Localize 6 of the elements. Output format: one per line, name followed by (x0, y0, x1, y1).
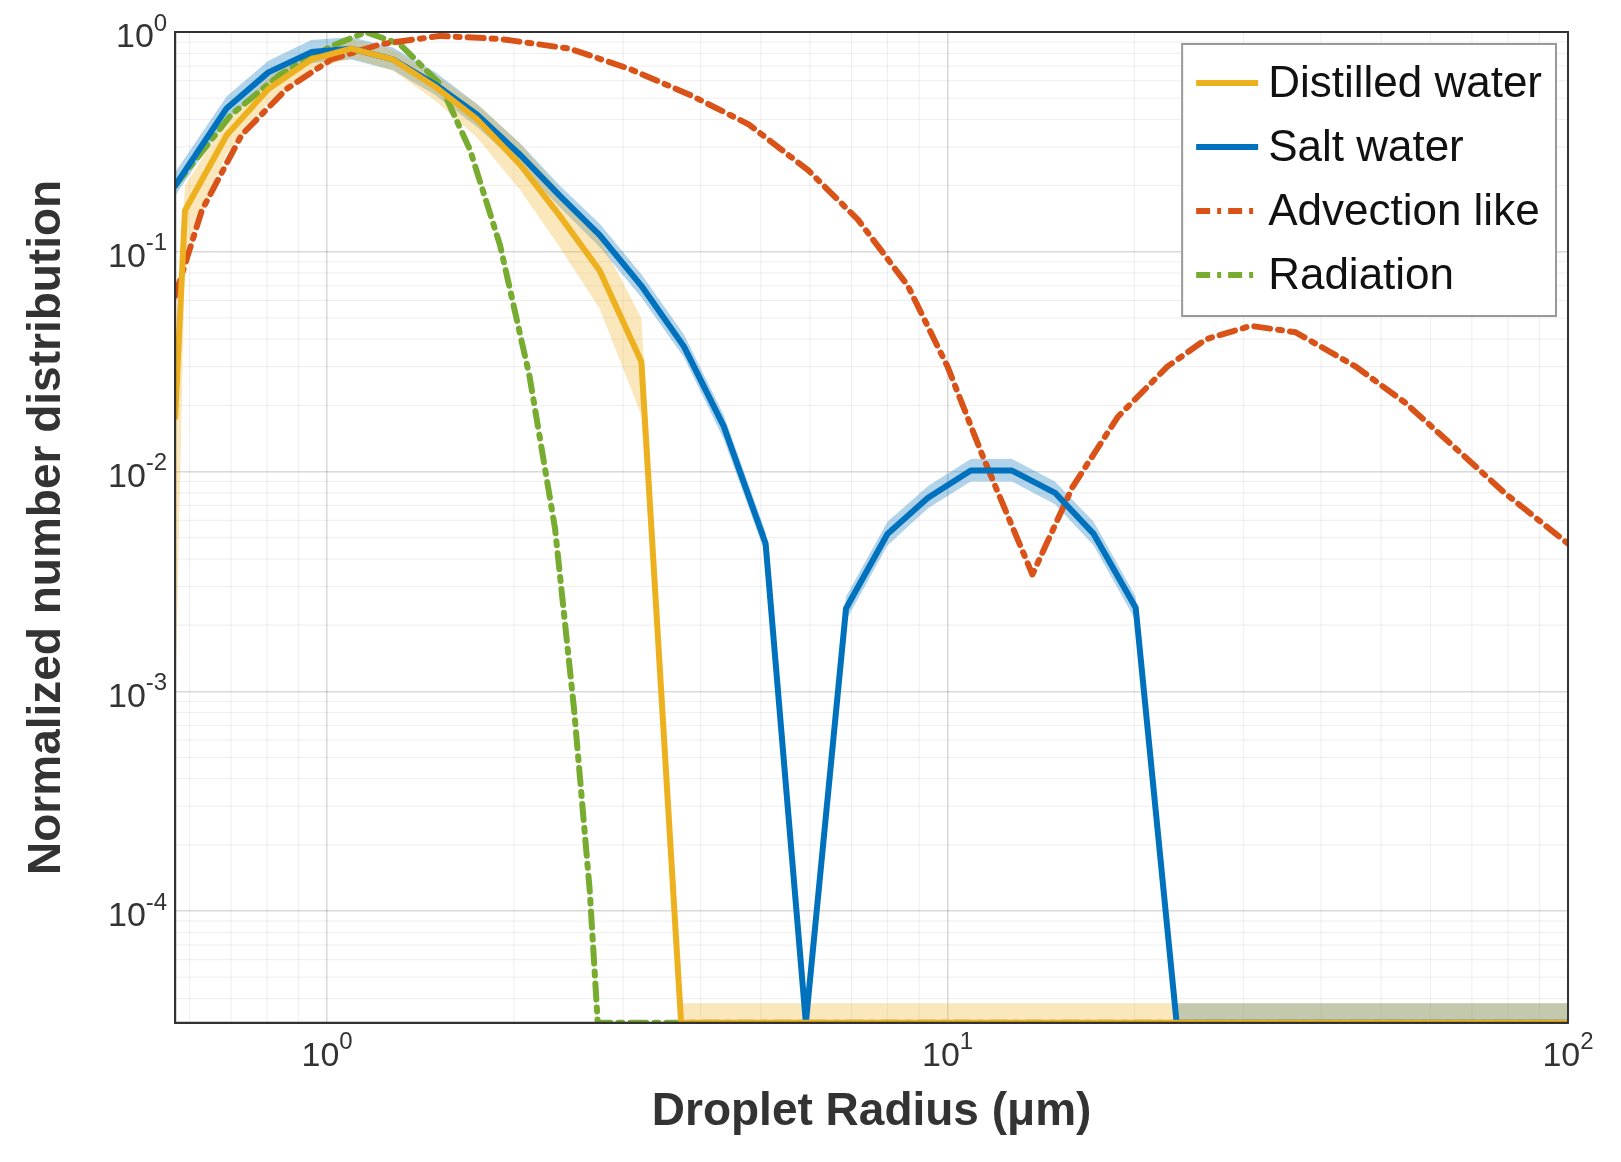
legend-label: Radiation (1268, 249, 1455, 299)
legend-label: Salt water (1268, 121, 1464, 171)
y-axis-title: Normalized number distribution (18, 179, 71, 875)
legend-label: Distilled water (1268, 57, 1543, 107)
legend-label: Advection like (1268, 185, 1540, 235)
x-axis-title: Droplet Radius (μm) (651, 1083, 1092, 1136)
